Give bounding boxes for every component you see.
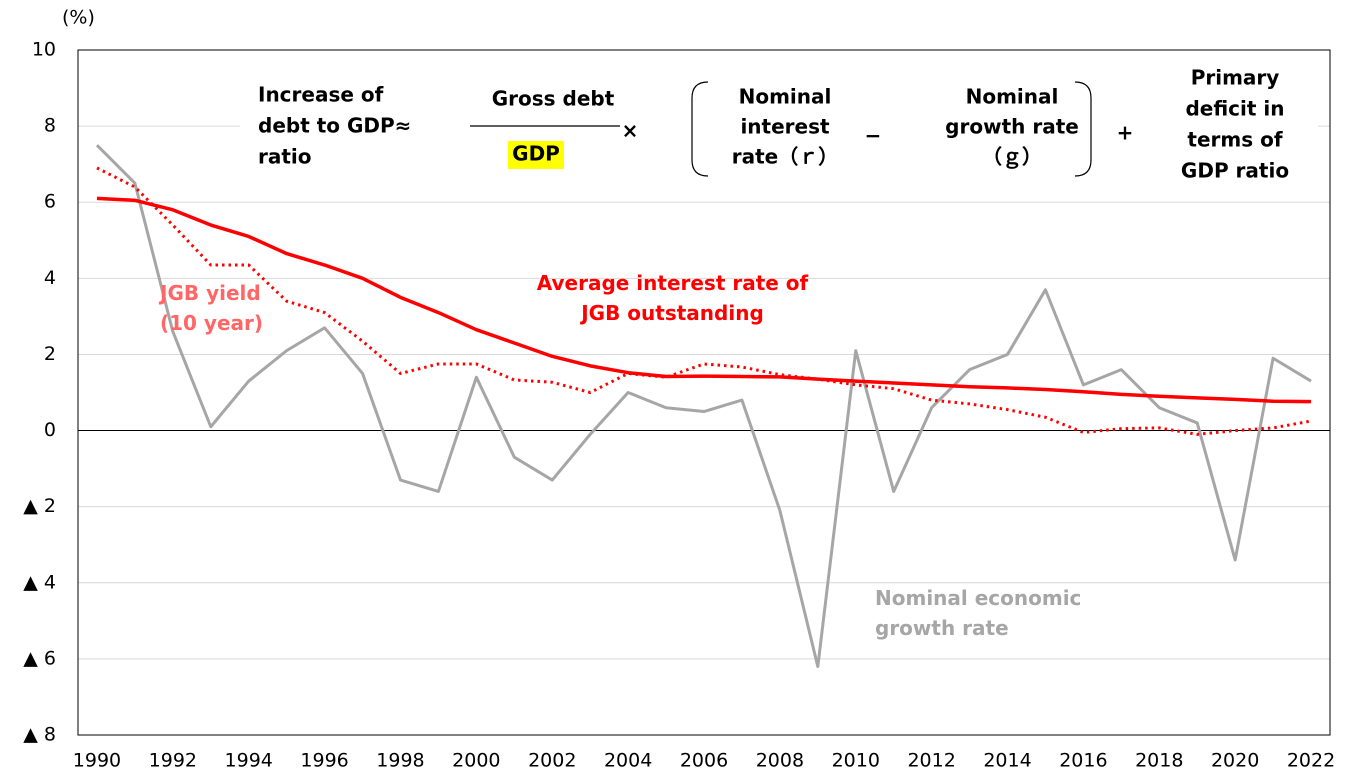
formula-g: growth rate: [945, 115, 1079, 139]
plot-frame: [77, 49, 1331, 736]
y-unit-label: (%): [62, 7, 95, 29]
paren-left: [691, 81, 709, 177]
x-tick-label: 1998: [376, 750, 424, 772]
formula-denominator: GDP: [512, 142, 560, 166]
x-tick-label: 2006: [680, 750, 728, 772]
highlight: [508, 141, 564, 169]
formula-operator: −: [865, 124, 882, 148]
x-tick-label: 2002: [528, 750, 576, 772]
x-tick-label: 1990: [73, 750, 121, 772]
y-tick-label: ▲ 2: [23, 495, 56, 517]
x-tick-label: 1994: [225, 750, 273, 772]
formula-operator: +: [1117, 121, 1134, 145]
formula-lhs: ratio: [258, 145, 312, 169]
formula-operator: ×: [622, 119, 639, 143]
x-tick-label: 2016: [1059, 750, 1107, 772]
x-tick-label: 2010: [832, 750, 880, 772]
y-tick-label: 4: [44, 267, 56, 289]
x-tick-label: 2008: [756, 750, 804, 772]
formula-numerator: Gross debt: [492, 87, 615, 111]
formula-r: Nominal: [739, 85, 832, 109]
y-tick-label: 0: [44, 419, 56, 441]
formula-g: Nominal: [966, 85, 1059, 109]
series-line: [96, 166, 1312, 436]
formula-pd: deficit in: [1185, 97, 1284, 121]
series-label: Nominal economic growth rate: [875, 586, 1082, 640]
formula-bg: [240, 62, 1318, 190]
y-tick-label: ▲ 6: [23, 647, 56, 669]
x-tick-label: 2020: [1211, 750, 1259, 772]
y-tick-label: ▲ 8: [23, 724, 56, 746]
x-tick-label: 2000: [452, 750, 500, 772]
formula-pd: GDP ratio: [1181, 159, 1289, 183]
formula-lhs: Increase of: [258, 83, 384, 107]
formula-lhs: debt to GDP≈: [258, 114, 411, 138]
y-tick-label: 8: [44, 115, 56, 137]
series-label: Average interest rate of JGB outstanding: [536, 271, 809, 325]
x-tick-label: 2018: [1135, 750, 1183, 772]
formula-r: rate（ｒ）: [732, 145, 838, 169]
x-tick-label: 2022: [1287, 750, 1335, 772]
formula-pd: terms of: [1187, 128, 1282, 152]
y-tick-label: 10: [32, 39, 56, 61]
formula-r: interest: [740, 115, 830, 139]
x-tick-label: 2004: [604, 750, 652, 772]
series-line: [95, 144, 1312, 668]
series-line: [96, 196, 1312, 404]
y-tick-label: ▲ 4: [23, 571, 56, 593]
formula-pd: Primary: [1191, 66, 1280, 90]
paren-right: [1074, 81, 1092, 177]
x-tick-label: 1996: [300, 750, 348, 772]
y-tick-label: 6: [44, 191, 56, 213]
formula-g: （ｇ）: [982, 145, 1042, 170]
series-label: JGB yield (10 year): [160, 281, 264, 335]
y-tick-label: 2: [44, 343, 56, 365]
x-tick-label: 2014: [983, 750, 1031, 772]
x-tick-label: 2012: [907, 750, 955, 772]
x-tick-label: 1992: [149, 750, 197, 772]
